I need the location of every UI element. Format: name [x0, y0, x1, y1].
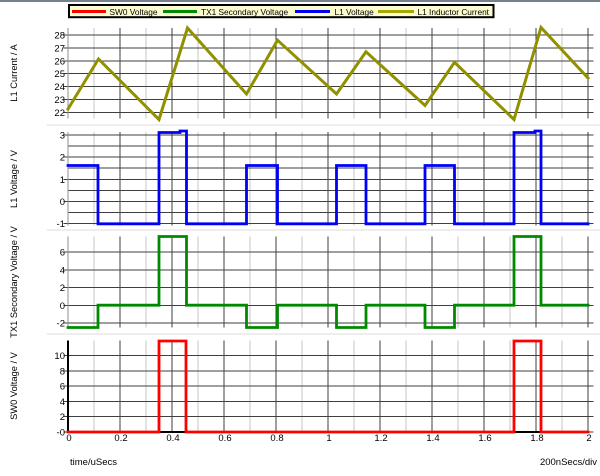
svg-text:2: 2	[60, 153, 65, 164]
svg-text:0.4: 0.4	[166, 433, 179, 444]
svg-text:-1: -1	[57, 219, 65, 230]
svg-text:1.6: 1.6	[478, 433, 491, 444]
svg-text:8: 8	[60, 366, 65, 377]
svg-text:1.4: 1.4	[426, 433, 439, 444]
svg-text:23: 23	[54, 95, 65, 106]
svg-text:1.8: 1.8	[530, 433, 543, 444]
svg-text:SW0 Voltage: SW0 Voltage	[110, 7, 158, 17]
svg-text:TX1 Secondary Voltage / V: TX1 Secondary Voltage / V	[9, 225, 19, 337]
svg-text:10: 10	[54, 351, 65, 362]
svg-text:L1 Voltage: L1 Voltage	[335, 7, 375, 17]
svg-text:TX1 Secondary Voltage: TX1 Secondary Voltage	[201, 7, 289, 17]
svg-text:2: 2	[60, 283, 65, 294]
svg-text:28: 28	[54, 31, 65, 42]
svg-text:22: 22	[54, 108, 65, 119]
svg-text:0: 0	[60, 301, 65, 312]
svg-text:-2: -2	[57, 319, 65, 330]
svg-text:27: 27	[54, 43, 65, 54]
svg-text:0.2: 0.2	[114, 433, 127, 444]
svg-text:L1 Current / A: L1 Current / A	[9, 44, 19, 102]
svg-text:3: 3	[60, 130, 65, 141]
svg-text:0: 0	[66, 433, 71, 444]
svg-text:200nSecs/div: 200nSecs/div	[540, 457, 597, 468]
svg-text:-0: -0	[57, 428, 65, 439]
svg-text:26: 26	[54, 56, 65, 67]
svg-text:time/uSecs: time/uSecs	[70, 457, 117, 468]
svg-text:L1 Inductor Current: L1 Inductor Current	[418, 7, 490, 17]
svg-text:4: 4	[60, 397, 65, 408]
svg-text:0.6: 0.6	[218, 433, 231, 444]
svg-text:2: 2	[60, 412, 65, 423]
svg-text:24: 24	[54, 82, 65, 93]
svg-text:1.2: 1.2	[374, 433, 387, 444]
svg-text:1: 1	[326, 433, 331, 444]
svg-text:SW0 Voltage / V: SW0 Voltage / V	[9, 351, 19, 419]
svg-text:4: 4	[60, 265, 65, 276]
svg-text:6: 6	[60, 248, 65, 259]
svg-text:2: 2	[586, 433, 591, 444]
svg-text:L1 Voltage / V: L1 Voltage / V	[9, 149, 19, 208]
svg-text:6: 6	[60, 382, 65, 393]
svg-text:0.8: 0.8	[270, 433, 283, 444]
svg-text:25: 25	[54, 69, 65, 80]
svg-text:0: 0	[60, 197, 65, 208]
svg-text:1: 1	[60, 175, 65, 186]
